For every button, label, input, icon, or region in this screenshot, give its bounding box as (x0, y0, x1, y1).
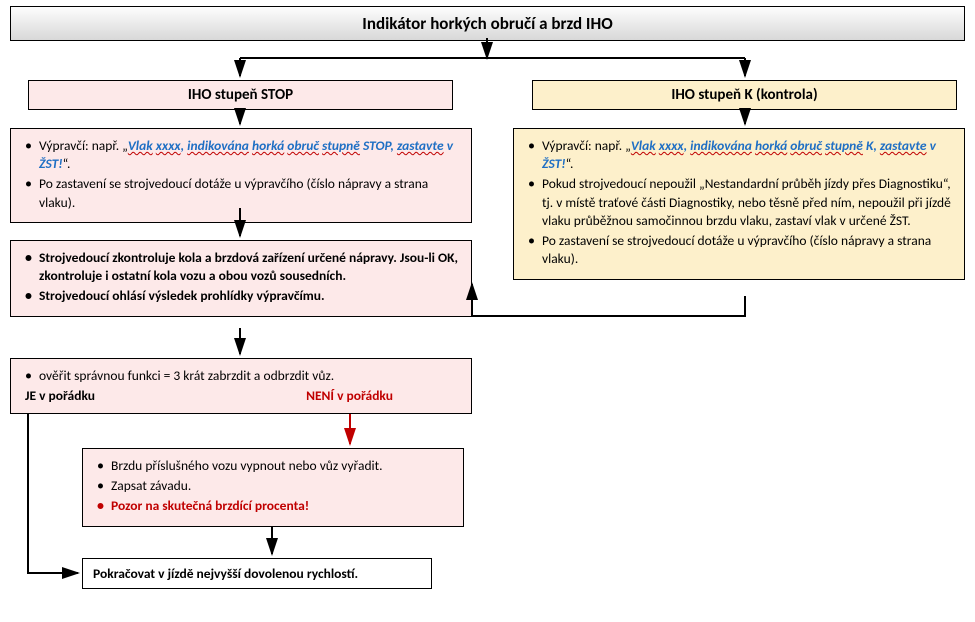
l1-bullet-b: Po zastavení se strojvedoucí dotáže u vý… (23, 175, 459, 211)
title-text: Indikátor horkých obručí a brzd IHO (362, 13, 612, 34)
header-right: IHO stupeň K (kontrola) (532, 80, 957, 110)
l1a-prefix: Výpravčí: např. „ (39, 137, 128, 154)
header-right-text: IHO stupeň K (kontrola) (671, 86, 817, 104)
title-box: Indikátor horkých obručí a brzd IHO (10, 6, 965, 41)
header-left-text: IHO stupeň STOP (188, 86, 293, 104)
r1-bullet-c: Po zastavení se strojvedoucí dotáže u vý… (526, 232, 952, 268)
l2-bullet-a: Strojvedoucí zkontroluje kola a brzdová … (23, 249, 459, 285)
l4-bullet-b: Zapsat závadu. (95, 477, 451, 495)
header-left: IHO stupeň STOP (28, 80, 453, 110)
r1-bullet-b: Pokud strojvedoucí nepoužil „Nestandardn… (526, 175, 952, 230)
final-box: Pokračovat v jízdě nejvyšší dovolenou ry… (82, 558, 432, 589)
l4-bullet-c: Pozor na skutečná brzdící procenta! (95, 497, 451, 515)
left-step4: Brzdu příslušného vozu vypnout nebo vůz … (82, 448, 464, 527)
l2-bullet-b: Strojvedoucí ohlásí výsledek prohlídky v… (23, 287, 459, 305)
right-step1: Výpravčí: např. „Vlak xxxx, indikována h… (513, 128, 965, 280)
r1-bullet-a: Výpravčí: např. „Vlak xxxx, indikována h… (526, 137, 952, 173)
r1a-prefix: Výpravčí: např. „ (542, 137, 631, 154)
l3-nok: NENÍ v pořádku (306, 387, 393, 405)
l1a-suffix: “. (63, 155, 71, 172)
left-step1: Výpravčí: např. „Vlak xxxx, indikována h… (10, 128, 472, 223)
final-text: Pokračovat v jízdě nejvyšší dovolenou ry… (93, 565, 358, 582)
l4-bullet-a: Brzdu příslušného vozu vypnout nebo vůz … (95, 457, 451, 475)
left-step2: Strojvedoucí zkontroluje kola a brzdová … (10, 240, 472, 317)
l3-bullet-a: ověřit správnou funkci = 3 krát zabrzdit… (23, 367, 459, 385)
l1-bullet-a: Výpravčí: např. „Vlak xxxx, indikována h… (23, 137, 459, 173)
r1a-suffix: “. (566, 155, 574, 172)
l3-ok: JE v pořádku (25, 387, 95, 405)
left-step3: ověřit správnou funkci = 3 krát zabrzdit… (10, 358, 472, 414)
